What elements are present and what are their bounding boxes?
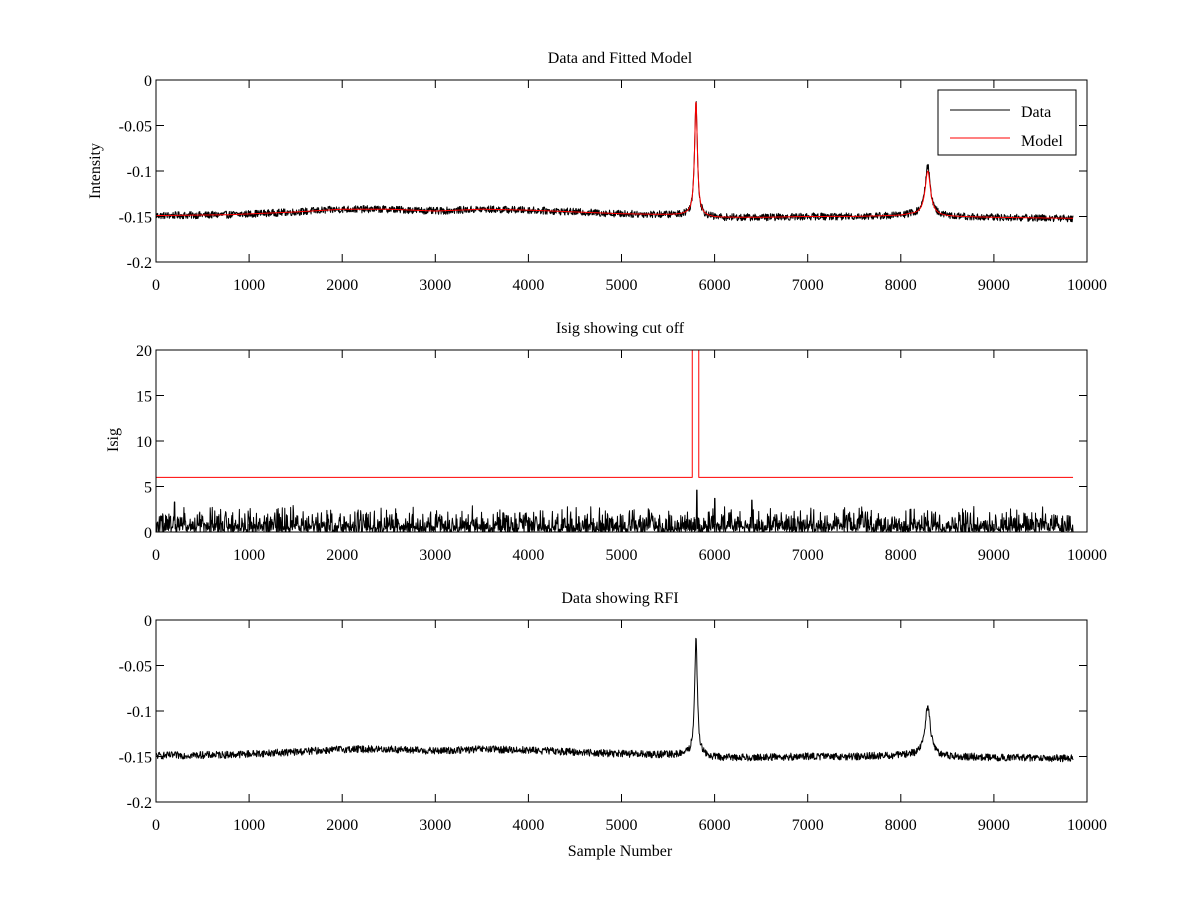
x-tick-label: 8000 xyxy=(885,547,917,564)
x-tick-label: 6000 xyxy=(699,547,731,564)
y-axis-label: Isig xyxy=(105,428,122,452)
plot-frame xyxy=(155,619,1088,803)
x-tick-label: 7000 xyxy=(792,817,824,834)
panel-data-showing-rfi: Data showing RFI Sample Number 0 1000 2000… xyxy=(119,590,1107,860)
x-tick-label: 8000 xyxy=(885,817,917,834)
series-line-data xyxy=(155,637,1074,763)
x-tick-label: 9000 xyxy=(978,277,1010,294)
x-tick-label: 9000 xyxy=(978,547,1010,564)
y-tick-label: -0.1 xyxy=(127,164,152,181)
series-line-cut-off xyxy=(156,349,1074,478)
y-tick-label: -0.05 xyxy=(119,659,152,676)
y-tick-label: 0 xyxy=(144,613,152,630)
x-tick-label: 4000 xyxy=(512,277,544,294)
plot-frame xyxy=(155,349,1088,533)
panel-data-and-fitted-model: Data and Fitted Model Intensity 0 1000 200… xyxy=(87,50,1107,294)
legend-box xyxy=(937,89,1077,156)
x-tick-label: 1000 xyxy=(233,817,265,834)
x-tick-label: 9000 xyxy=(978,817,1010,834)
x-tick-label: 8000 xyxy=(885,277,917,294)
x-tick-label: 1000 xyxy=(233,277,265,294)
panel-title: Data and Fitted Model xyxy=(548,50,693,67)
x-tick-label: 2000 xyxy=(326,547,358,564)
x-tick-label: 10000 xyxy=(1067,547,1107,564)
x-tick-label: 3000 xyxy=(419,547,451,564)
series-line-model xyxy=(155,101,1074,219)
panel-title: Data showing RFI xyxy=(561,590,678,607)
series-line-isig xyxy=(155,489,1074,533)
y-tick-label: -0.15 xyxy=(119,750,152,767)
x-tick-label: 6000 xyxy=(699,817,731,834)
x-tick-label: 4000 xyxy=(512,547,544,564)
x-tick-label: 5000 xyxy=(606,277,638,294)
x-tick-label: 5000 xyxy=(606,817,638,834)
y-tick-label: 0 xyxy=(144,525,152,542)
x-tick-label: 0 xyxy=(152,277,160,294)
x-tick-label: 2000 xyxy=(326,817,358,834)
legend-label-model: Model xyxy=(1021,133,1063,150)
y-tick-label: -0.2 xyxy=(127,795,152,812)
y-tick-label: 10 xyxy=(136,434,152,451)
y-tick-label: -0.1 xyxy=(127,704,152,721)
x-tick-label: 3000 xyxy=(419,277,451,294)
y-tick-label: 20 xyxy=(136,343,152,360)
x-tick-label: 10000 xyxy=(1067,817,1107,834)
x-tick-label: 0 xyxy=(152,817,160,834)
series-line-data xyxy=(155,101,1074,223)
x-tick-label: 6000 xyxy=(699,277,731,294)
x-tick-label: 1000 xyxy=(233,547,265,564)
x-tick-label: 0 xyxy=(152,547,160,564)
y-axis-label: Intensity xyxy=(87,143,104,199)
panel-isig-showing-cut-off: Isig showing cut off Isig 0 1000 2000 3000 4… xyxy=(105,320,1107,564)
y-tick-label: -0.15 xyxy=(119,210,152,227)
legend-label-data: Data xyxy=(1021,104,1051,121)
y-tick-label: -0.05 xyxy=(119,119,152,136)
legend: Data Model xyxy=(937,89,1077,156)
x-tick-label: 7000 xyxy=(792,547,824,564)
y-tick-label: 0 xyxy=(144,73,152,90)
x-tick-label: 4000 xyxy=(512,817,544,834)
y-tick-label: 5 xyxy=(144,480,152,497)
x-tick-label: 7000 xyxy=(792,277,824,294)
x-axis-label: Sample Number xyxy=(568,843,673,860)
x-tick-label: 3000 xyxy=(419,817,451,834)
y-tick-label: 15 xyxy=(136,389,152,406)
x-tick-label: 5000 xyxy=(606,547,638,564)
panel-title: Isig showing cut off xyxy=(556,320,685,337)
y-tick-label: -0.2 xyxy=(127,255,152,272)
x-tick-label: 10000 xyxy=(1067,277,1107,294)
x-tick-label: 2000 xyxy=(326,277,358,294)
